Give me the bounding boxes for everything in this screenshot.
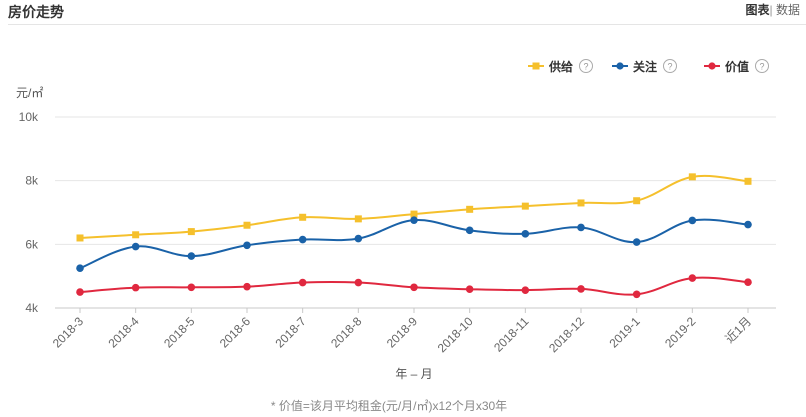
header-divider	[8, 24, 806, 25]
x-tick-label: 2018-9	[384, 314, 421, 351]
page-title: 房价走势	[8, 4, 64, 20]
data-point	[354, 278, 363, 287]
data-point	[76, 234, 84, 242]
x-tick-label: 2019-2	[662, 314, 699, 351]
question-circle-icon[interactable]: ?	[755, 59, 769, 73]
legend-item-1[interactable]: 供给?	[528, 59, 593, 74]
data-point	[298, 235, 307, 244]
data-point	[299, 213, 307, 221]
y-tick-label: 6k	[25, 237, 39, 251]
data-point	[632, 238, 641, 246]
data-point	[744, 220, 752, 229]
x-axis-label: 年 – 月	[395, 367, 432, 381]
x-tick-label: 2019-1	[606, 314, 643, 351]
y-tick-label: 4k	[25, 301, 39, 315]
legend-swatch-marker	[616, 62, 624, 70]
data-point	[243, 241, 251, 250]
tab-data[interactable]: 数据	[775, 3, 800, 17]
data-point	[354, 234, 363, 243]
legend-swatch-marker	[708, 62, 716, 70]
x-tick-label: 2018-10	[435, 314, 476, 355]
data-point	[521, 286, 530, 294]
legend-item-3[interactable]: 价值?	[704, 59, 769, 74]
question-circle-icon[interactable]: ?	[579, 59, 593, 73]
x-tick-label: 近1月	[723, 314, 755, 346]
x-tick-label: 2018-11	[491, 314, 532, 355]
data-point	[410, 216, 418, 224]
data-point	[688, 216, 697, 225]
data-point	[76, 264, 84, 273]
question-mark-glyph: ?	[583, 62, 588, 72]
legend-label: 供给	[548, 59, 573, 74]
question-mark-glyph: ?	[759, 62, 764, 72]
legend-swatch-marker	[532, 62, 540, 70]
x-tick-label: 2018-5	[161, 314, 198, 351]
data-point	[521, 202, 529, 210]
data-point	[632, 290, 641, 299]
series-line	[79, 174, 749, 239]
data-point	[298, 278, 307, 287]
y-tick-label: 10k	[19, 110, 39, 124]
data-point	[187, 228, 195, 236]
data-point	[521, 230, 530, 238]
data-point	[465, 226, 474, 235]
data-point	[688, 173, 696, 181]
question-circle-outline	[663, 59, 677, 73]
y-tick-label: 8k	[25, 174, 39, 188]
chart-header: 房价走势 图表| 数据	[0, 0, 806, 25]
data-point	[577, 199, 585, 207]
data-point	[744, 177, 752, 185]
x-tick-label: 2018-3	[50, 314, 87, 351]
series-1	[76, 173, 752, 242]
data-point	[131, 283, 140, 292]
x-tick-label: 2018-6	[217, 314, 254, 351]
question-mark-glyph: ?	[667, 62, 672, 72]
data-point	[354, 215, 362, 223]
data-point	[688, 274, 697, 282]
data-point	[633, 197, 641, 205]
data-point	[465, 285, 474, 294]
series-3	[76, 274, 752, 299]
x-tick-label: 2018-12	[546, 314, 587, 355]
data-point	[410, 283, 418, 292]
data-point	[744, 278, 752, 287]
legend-label: 价值	[725, 59, 749, 74]
x-tick-label: 2018-8	[328, 314, 365, 351]
tab-separator: |	[769, 3, 773, 17]
data-point	[410, 210, 418, 218]
view-tabs: 图表| 数据	[746, 1, 801, 18]
data-point	[187, 252, 196, 260]
x-tick-label: 2018-4	[105, 314, 142, 351]
y-axis-label: 元/㎡	[16, 86, 43, 100]
data-point	[577, 285, 585, 293]
data-point	[131, 242, 140, 251]
series-2	[76, 216, 752, 273]
legend-item-2[interactable]: 关注?	[612, 59, 677, 74]
question-circle-outline	[579, 59, 593, 73]
question-circle-icon[interactable]: ?	[663, 59, 677, 73]
data-point	[243, 282, 251, 291]
tab-chart[interactable]: 图表	[745, 3, 770, 17]
x-tick-label: 2018-7	[272, 314, 309, 351]
data-point	[577, 223, 585, 232]
data-point	[76, 288, 84, 296]
question-circle-outline	[755, 59, 769, 73]
data-point	[466, 205, 474, 213]
footnote: * 价值=该月平均租金(元/月/㎡)x12个月x30年	[271, 398, 507, 413]
data-point	[132, 231, 140, 239]
data-point	[187, 283, 196, 292]
data-point	[243, 221, 251, 229]
legend-label: 关注	[633, 59, 657, 74]
